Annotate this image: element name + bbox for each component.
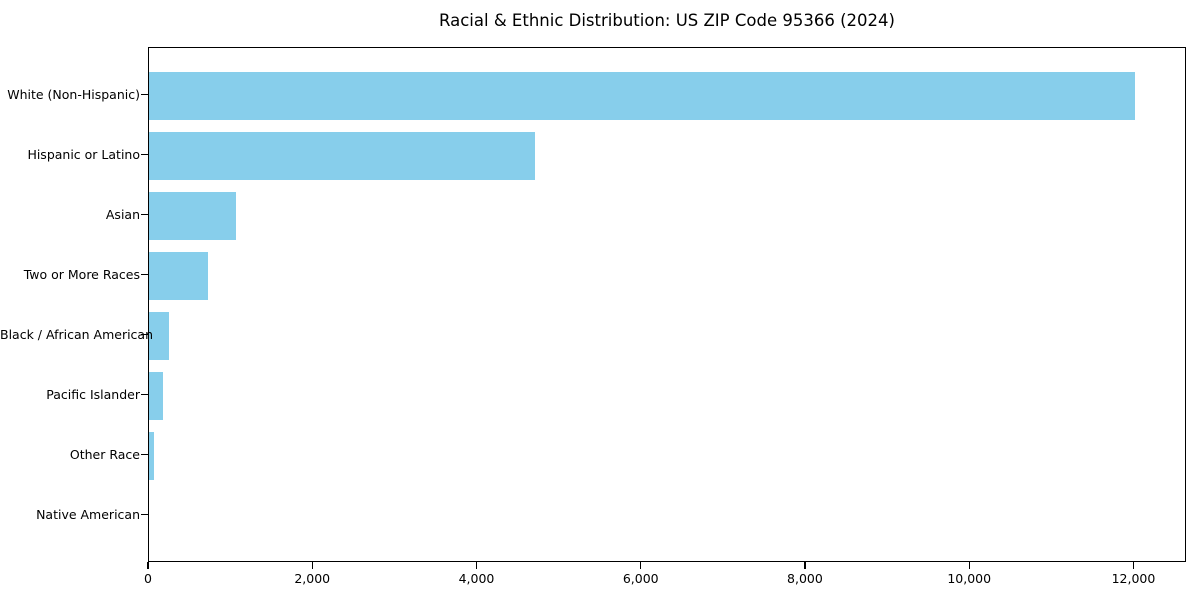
- y-tick-label-black-african-american: Black / African American: [0, 326, 154, 342]
- x-tick-mark: [311, 562, 313, 569]
- y-tick-mark: [141, 273, 148, 276]
- y-tick-mark: [141, 333, 148, 336]
- x-tick-label-4000: 4,000: [458, 571, 495, 586]
- x-tick-label-0: 0: [144, 571, 152, 586]
- y-tick-label-white-non-hispanic: White (Non-Hispanic): [7, 86, 140, 102]
- y-tick-mark: [141, 393, 148, 396]
- y-tick-label-hispanic-or-latino: Hispanic or Latino: [27, 146, 140, 162]
- bar-asian: [149, 191, 236, 240]
- y-tick-mark: [141, 513, 148, 516]
- x-tick-label-8000: 8,000: [787, 571, 823, 586]
- bar-pacific-islander: [149, 371, 163, 420]
- bar-black-african-american: [149, 311, 169, 360]
- y-tick-mark: [141, 153, 148, 156]
- chart-title: Racial & Ethnic Distribution: US ZIP Cod…: [439, 11, 895, 30]
- x-tick-label-2000: 2,000: [294, 571, 331, 586]
- x-tick-label-6000: 6,000: [622, 571, 659, 586]
- bar-hispanic-or-latino: [149, 131, 536, 180]
- y-tick-mark: [141, 453, 148, 456]
- x-tick-mark: [147, 562, 149, 569]
- bar-white-non-hispanic: [149, 71, 1135, 120]
- x-tick-mark: [640, 562, 642, 569]
- bar-two-or-more-races: [149, 251, 208, 300]
- y-tick-label-pacific-islander: Pacific Islander: [46, 386, 140, 402]
- y-tick-label-native-american: Native American: [36, 506, 140, 522]
- y-tick-mark: [141, 93, 148, 96]
- plot-area: [148, 47, 1186, 562]
- y-tick-mark: [141, 213, 148, 216]
- x-tick-mark: [475, 562, 478, 569]
- bar-other-race: [149, 431, 154, 480]
- x-tick-mark: [1132, 562, 1135, 569]
- y-tick-label-asian: Asian: [105, 206, 140, 222]
- x-tick-label-10000: 10,000: [947, 571, 992, 586]
- x-tick-mark: [968, 562, 970, 569]
- x-tick-mark: [804, 562, 806, 569]
- x-tick-label-12000: 12,000: [1111, 571, 1156, 586]
- y-tick-label-two-or-more-races: Two or More Races: [23, 266, 140, 282]
- y-tick-label-other-race: Other Race: [69, 446, 140, 462]
